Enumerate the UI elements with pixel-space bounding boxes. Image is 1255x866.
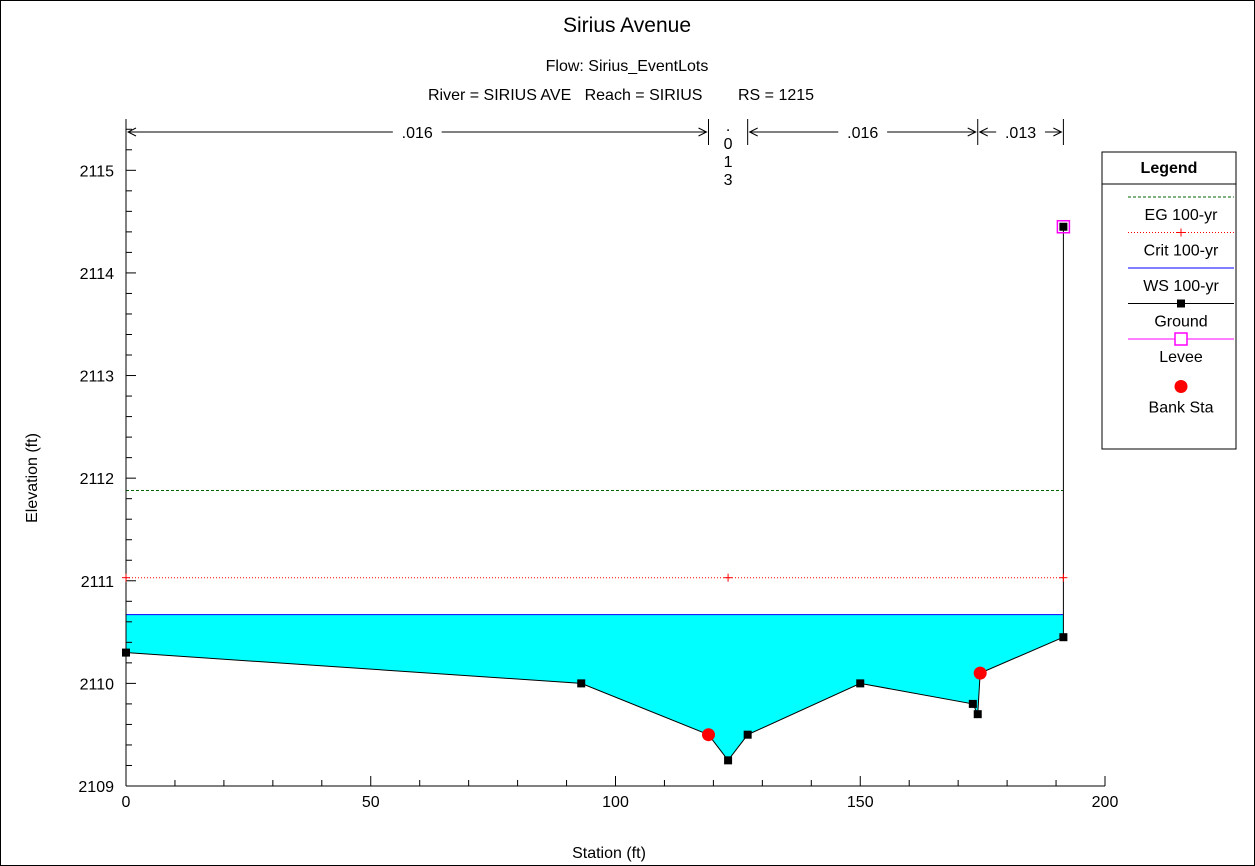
y-axis-label: Elevation (ft) [24, 433, 41, 523]
manning-n-char: . [726, 118, 730, 135]
legend-entry-eg-100-yr-label: EG 100-yr [1145, 207, 1219, 224]
ground-point [724, 756, 733, 765]
y-tick-label: 2110 [80, 676, 115, 693]
manning-n-char: 0 [724, 136, 733, 153]
legend-entry-ground-marker [1177, 299, 1185, 308]
x-tick-label: 100 [602, 794, 629, 811]
manning-n-label: .013 [1005, 125, 1036, 142]
ground-point [577, 679, 586, 688]
manning-n-char: 3 [724, 172, 733, 189]
legend: Legend EG 100-yr Crit 100-yr WS 100-yr Grou… [1101, 151, 1237, 450]
x-tick-label: 150 [847, 794, 874, 811]
chart-header-line: River = SIRIUS AVE Reach = SIRIUS RS = 1… [428, 87, 814, 104]
legend-entry-crit-100-yr-label: Crit 100-yr [1144, 243, 1219, 260]
y-tick-label: 2109 [78, 779, 114, 796]
manning-arrow-head-left [126, 127, 137, 137]
manning-arrow-head-right [1053, 127, 1063, 137]
manning-n-label: .016 [847, 125, 878, 142]
legend-entry-bank-sta-label: Bank Sta [1149, 400, 1214, 417]
manning-n-char: 1 [724, 154, 733, 171]
ground-point [856, 679, 865, 688]
tick-labels-layer: 0 50 100 150 200 2109 2110 2111 2112 2113 2114 2115 [78, 163, 1118, 811]
y-tick-label: 2115 [80, 163, 115, 180]
x-axis-label: Station (ft) [572, 845, 646, 862]
manning-n-layer: .016.013.016.013 [125, 118, 1064, 189]
manning-n-label: .016 [402, 125, 433, 142]
y-tick-label: 2112 [80, 471, 115, 488]
axes-layer [125, 119, 1106, 787]
chart-subtitle: Flow: Sirius_EventLots [546, 58, 709, 75]
ground-point [743, 730, 752, 739]
manning-arrow-head-right [967, 127, 977, 137]
legend-entry-ws-100-yr-label: WS 100-yr [1143, 278, 1219, 295]
y-tick-label: 2114 [80, 266, 115, 283]
ground-point [968, 699, 977, 708]
legend-entry-levee-label: Levee [1159, 349, 1203, 366]
legend-entry-levee-marker [1174, 332, 1188, 346]
x-tick-label: 0 [122, 794, 131, 811]
water-fill-layer [126, 614, 1064, 761]
y-tick-label: 2111 [81, 574, 114, 591]
bank-station-point [702, 728, 716, 742]
ground-point [973, 710, 982, 719]
water-surface-fill [126, 614, 1064, 761]
y-tick-label: 2113 [80, 369, 115, 386]
legend-title: Legend [1141, 160, 1198, 177]
legend-entry-bank-sta-swatch [1174, 380, 1188, 393]
levee-point [1056, 219, 1071, 234]
ground-point [122, 648, 130, 657]
ground-point [1059, 222, 1068, 231]
manning-arrow-head-left [748, 127, 758, 137]
markers-layer [122, 219, 1071, 765]
x-tick-label: 200 [1092, 794, 1119, 811]
legend-entry-ground-label: Ground [1154, 314, 1207, 331]
manning-arrow-head-right [698, 127, 708, 137]
legend-box [1101, 151, 1237, 450]
x-tick-label: 50 [362, 794, 380, 811]
manning-arrow-head-left [978, 127, 988, 137]
ground-point [1059, 633, 1068, 642]
bank-station-point [973, 666, 987, 680]
chart-title: Sirius Avenue [563, 14, 691, 37]
